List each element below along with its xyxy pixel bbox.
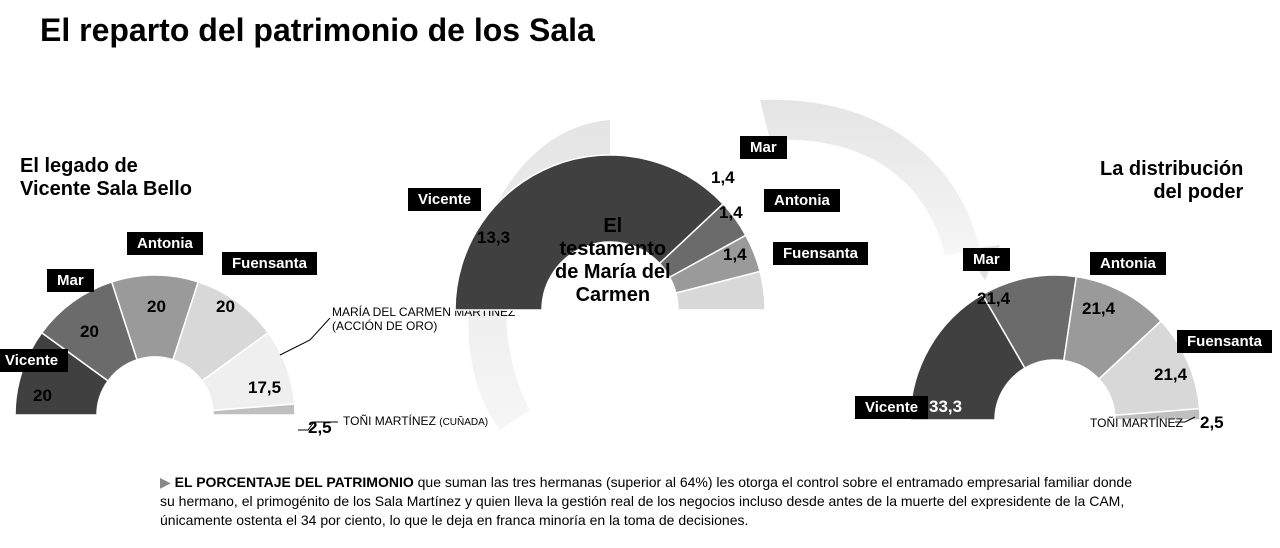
caption-arrow-icon: ▶ xyxy=(160,474,171,490)
caption: ▶ EL PORCENTAJE DEL PATRIMONIO que suman… xyxy=(160,473,1140,530)
c3-leaders xyxy=(0,0,1280,548)
